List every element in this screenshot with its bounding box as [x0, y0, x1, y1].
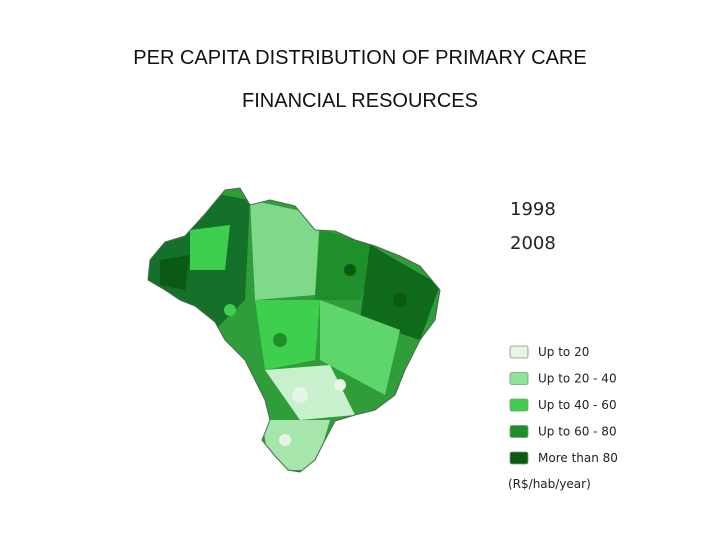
legend-label: Up to 20 — [538, 345, 589, 359]
title-line: PER CAPITA DISTRIBUTION OF PRIMARY CARE — [133, 47, 586, 69]
legend-swatch — [509, 372, 529, 385]
legend-label: Up to 60 - 80 — [538, 425, 617, 439]
year-label: 1998 — [510, 199, 556, 220]
legend-swatch — [509, 451, 529, 465]
legend-swatch — [509, 425, 529, 438]
legend-label: Up to 40 - 60 — [538, 398, 617, 412]
legend-unit: (R$/hab/year) — [508, 477, 591, 491]
legend: Up to 20 Up to 20 - 40 Up to 40 - 60 Up to … — [509, 345, 618, 465]
legend-label: Up to 20 - 40 — [538, 372, 617, 386]
map-outline — [147, 187, 441, 473]
brazil-map — [148, 188, 440, 472]
legend-label: More than 80 — [538, 451, 618, 465]
legend-swatch — [509, 345, 529, 359]
title-line: FINANCIAL RESOURCES — [242, 90, 478, 112]
legend-swatch — [509, 398, 529, 412]
year-label: 2008 — [510, 233, 556, 254]
